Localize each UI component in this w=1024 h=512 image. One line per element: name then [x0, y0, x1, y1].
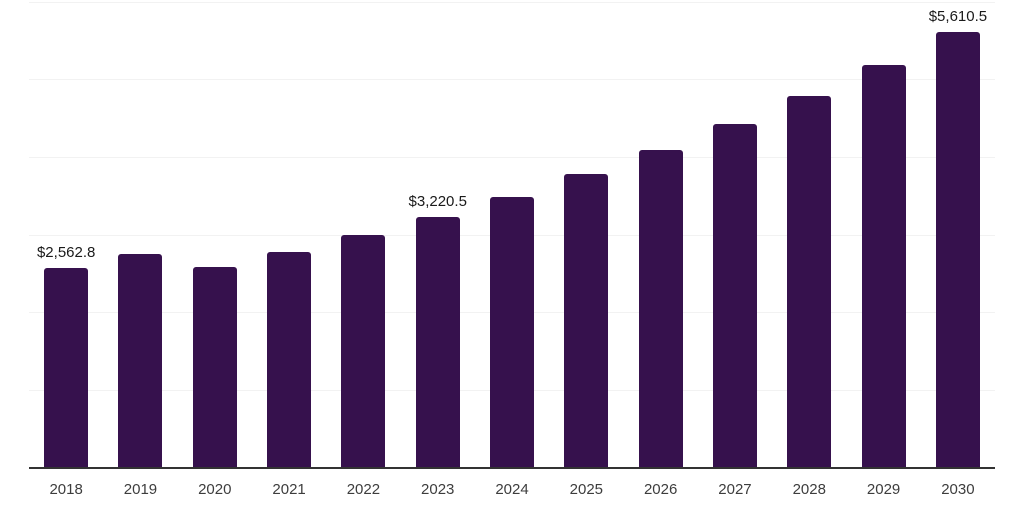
bar-slot-2025 [549, 2, 623, 467]
x-axis: 2018 2019 2020 2021 2022 2023 2024 2025 2026 2027… [29, 481, 995, 498]
bar-2018[interactable] [44, 268, 89, 467]
bar-slot-2022 [326, 2, 400, 467]
bar-2021[interactable] [267, 251, 312, 467]
x-tick-label-2027: 2027 [718, 481, 752, 498]
bar-value-label-2023: $3,220.5 [408, 193, 467, 211]
plot-area: $2,562.8 $3,220.5 $5,610.5 [29, 2, 995, 469]
gridline [29, 79, 995, 81]
bar-slot-2024 [475, 2, 549, 467]
x-tick-label-2024: 2024 [495, 481, 529, 498]
bar-2023[interactable] [415, 217, 460, 467]
bar-slot-2019 [103, 2, 177, 467]
bar-slot-2023: $3,220.5 [401, 2, 475, 467]
x-tick-label-2025: 2025 [569, 481, 604, 498]
x-tick-label-2028: 2028 [792, 481, 826, 498]
bar-slot-2030: $5,610.5 [921, 2, 995, 467]
bar-slot-2021 [252, 2, 326, 467]
x-tick-label-2019: 2019 [123, 481, 158, 498]
x-tick-label-2020: 2020 [198, 481, 232, 498]
bar-chart: $2,562.8 $3,220.5 $5,610.5 2018 2019 2020 202… [29, 2, 995, 498]
bar-2030[interactable] [935, 32, 980, 467]
bar-2027[interactable] [712, 124, 757, 467]
gridline [29, 156, 995, 158]
bar-2029[interactable] [861, 65, 906, 467]
bar-2028[interactable] [787, 95, 832, 467]
x-tick-label-2026: 2026 [643, 481, 678, 498]
bar-slot-2029 [846, 2, 920, 467]
x-tick-label-2021: 2021 [272, 481, 306, 498]
x-tick-label-2022: 2022 [346, 481, 381, 498]
gridline [29, 2, 995, 3]
bar-slot-2020 [178, 2, 252, 467]
x-tick-label-2030: 2030 [941, 481, 975, 498]
bar-value-label-2018: $2,562.8 [36, 244, 96, 262]
bar-2024[interactable] [490, 196, 535, 467]
bar-2025[interactable] [564, 174, 609, 467]
bar-slot-2026 [624, 2, 698, 467]
bar-2022[interactable] [341, 235, 386, 467]
x-tick-label-2029: 2029 [866, 481, 901, 498]
bar-value-label-2030: $5,610.5 [928, 8, 988, 26]
bar-2020[interactable] [192, 267, 237, 467]
bar-2026[interactable] [638, 150, 683, 467]
x-tick-label-2023: 2023 [421, 481, 455, 498]
x-tick-label-2018: 2018 [49, 481, 83, 498]
bar-slot-2028 [772, 2, 846, 467]
bar-slot-2027 [698, 2, 772, 467]
bar-2019[interactable] [118, 253, 163, 467]
bar-slot-2018: $2,562.8 [29, 2, 103, 467]
